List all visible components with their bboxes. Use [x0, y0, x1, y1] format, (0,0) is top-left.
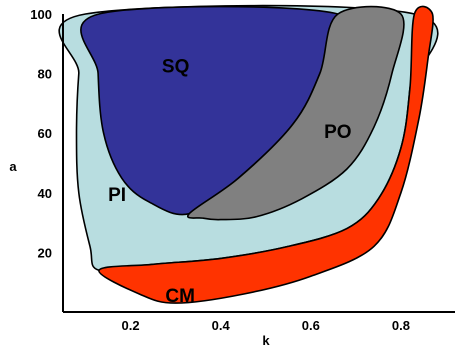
- region-cm: [98, 5, 434, 304]
- axes: [62, 14, 455, 313]
- y-tick-label: 100: [30, 7, 52, 22]
- x-tick-label: 0.2: [122, 318, 140, 333]
- y-tick-label: 80: [38, 67, 52, 82]
- x-tick-labels: 0.2 0.4 0.6 0.8: [122, 318, 410, 333]
- y-tick-label: 60: [38, 126, 52, 141]
- region-label-sq: SQ: [162, 57, 189, 78]
- y-tick-label: 20: [38, 245, 52, 260]
- x-axis-title: k: [262, 333, 270, 348]
- y-tick-label: 40: [38, 186, 52, 201]
- x-tick-label: 0.4: [212, 318, 231, 333]
- y-axis-title: a: [9, 159, 17, 174]
- region-labels: PI CM SQ PO: [108, 57, 351, 307]
- x-tick-label: 0.6: [302, 318, 320, 333]
- x-tick-label: 0.8: [392, 318, 410, 333]
- region-layer: [58, 4, 439, 304]
- region-label-cm: CM: [165, 286, 195, 307]
- region-po: [187, 5, 405, 221]
- region-label-po: PO: [324, 122, 351, 143]
- y-tick-labels: 20 40 60 80 100: [30, 7, 52, 260]
- region-label-pi: PI: [108, 185, 126, 206]
